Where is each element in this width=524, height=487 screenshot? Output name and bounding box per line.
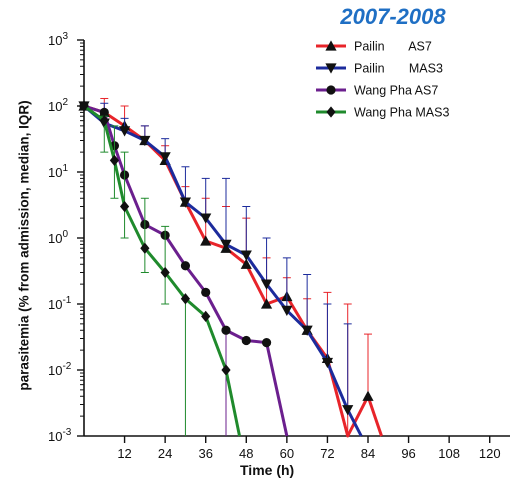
pailin-mas3-point: [281, 305, 293, 316]
wangpha-mas3-point: [79, 100, 89, 112]
pailin-mas3-point: [301, 325, 313, 336]
x-axis-label: Time (h): [240, 462, 295, 478]
x-tick-label: 60: [280, 446, 294, 461]
y-tick-label: 100: [48, 229, 68, 246]
x-tick-label: 84: [361, 446, 375, 461]
wangpha-mas3-point: [221, 364, 231, 376]
y-tick-label: 10-2: [48, 361, 72, 378]
pailin-as7-point: [200, 235, 212, 246]
pailin-mas3-point: [139, 135, 151, 147]
y-tick-label: 102: [48, 97, 68, 114]
legend-label-wangpha-as7: Wang Pha AS7: [354, 84, 438, 98]
y-tick-label: 103: [48, 31, 68, 48]
x-tick-label: 108: [438, 446, 460, 461]
y-tick-exponent: 1: [62, 163, 68, 174]
pailin-mas3-point: [118, 126, 131, 137]
wangpha-mas3-point: [109, 154, 120, 166]
wangpha-mas3-point: [140, 242, 150, 254]
pailin-as7-point: [362, 390, 374, 401]
wangpha-mas3-point: [201, 310, 211, 322]
pailin-mas3-line: [83, 104, 363, 437]
legend-marker-wangpha-as7: [326, 85, 336, 95]
y-tick-exponent: -3: [62, 427, 71, 438]
pailin-mas3-point: [179, 197, 192, 208]
pailin-mas3-point: [159, 152, 171, 163]
x-tick-label: 120: [479, 446, 501, 461]
y-tick-exponent: -1: [62, 295, 71, 306]
y-tick-exponent: 3: [62, 31, 68, 42]
pailin-mas3-point: [200, 213, 212, 224]
wangpha-as7-point: [261, 338, 272, 348]
legend-marker-wangpha-mas3: [326, 106, 336, 118]
x-tick-label: 36: [198, 446, 212, 461]
legend-marker-pailin-mas3: [325, 63, 337, 74]
y-tick-label: 10-1: [48, 295, 72, 312]
pailin-as7-point: [260, 298, 273, 309]
y-tick-label: 10-3: [48, 427, 72, 444]
pailin-mas3-point: [342, 405, 354, 416]
y-tick-label: 101: [48, 163, 68, 180]
legend-marker-pailin-as7: [325, 40, 337, 51]
y-tick-exponent: 0: [62, 229, 68, 240]
x-tick-label: 48: [239, 446, 253, 461]
x-tick-label: 72: [320, 446, 334, 461]
y-tick-exponent: -2: [62, 361, 71, 372]
y-tick-exponent: 2: [62, 97, 68, 108]
wangpha-as7-point: [201, 287, 211, 297]
pailin-mas3-point: [260, 279, 273, 290]
x-tick-label: 96: [401, 446, 415, 461]
pailin-mas3-point: [220, 239, 232, 250]
legend-label-pailin-mas3: Pailin MAS3: [354, 62, 443, 76]
wangpha-mas3-point: [119, 200, 130, 213]
x-tick-label: 24: [158, 446, 172, 461]
wangpha-as7-point: [180, 261, 191, 271]
legend-label-wangpha-mas3: Wang Pha MAS3: [354, 106, 449, 120]
period-label: 2007-2008: [340, 4, 446, 29]
wangpha-mas3-point: [99, 115, 109, 127]
x-tick-label: 12: [117, 446, 131, 461]
wangpha-mas3-point: [180, 293, 191, 305]
wangpha-mas3-line: [83, 104, 241, 437]
wangpha-as7-point: [99, 107, 109, 117]
pailin-as7-line: [83, 104, 383, 438]
pailin-as7-point: [240, 258, 252, 269]
pailin-mas3-point: [240, 250, 252, 261]
wangpha-as7-point: [221, 325, 231, 335]
wangpha-mas3-point: [160, 266, 170, 279]
wangpha-as7-point: [241, 335, 251, 346]
legend-label-pailin-as7: Pailin AS7: [354, 40, 432, 54]
pailin-mas3-point: [321, 357, 334, 369]
